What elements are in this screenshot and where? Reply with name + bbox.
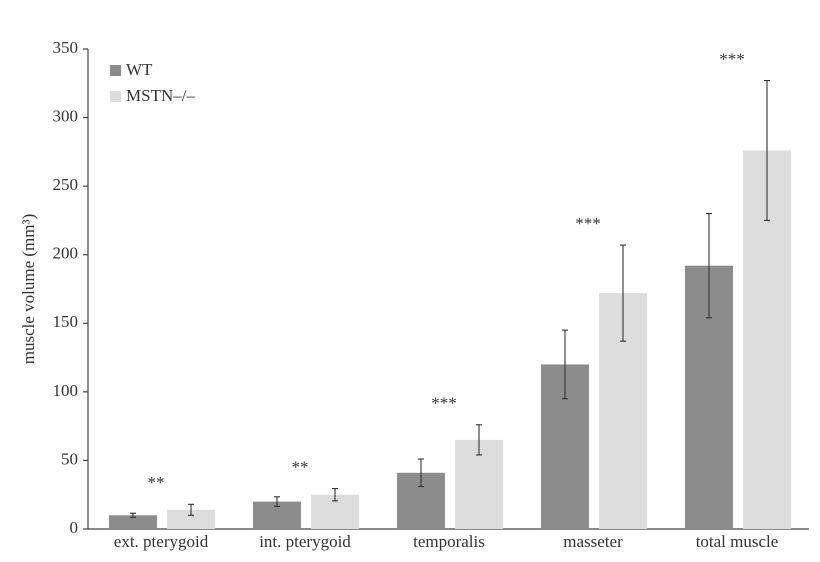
- significance: ***: [719, 49, 745, 68]
- legend-swatch: [110, 91, 121, 102]
- y-tick-label: 200: [53, 244, 79, 263]
- y-tick-label: 0: [70, 518, 79, 537]
- x-tick-label: int. pterygoid: [259, 532, 351, 551]
- significance: **: [148, 473, 165, 492]
- significance: **: [292, 457, 309, 476]
- y-tick-label: 150: [53, 312, 79, 331]
- significance: ***: [575, 214, 601, 233]
- y-tick-label: 300: [53, 106, 79, 125]
- x-tick-label: ext. pterygoid: [114, 532, 209, 551]
- y-tick-label: 250: [53, 175, 79, 194]
- y-tick-label: 100: [53, 381, 79, 400]
- bar: [167, 509, 215, 529]
- legend-label: WT: [126, 60, 153, 79]
- x-tick-label: total muscle: [696, 532, 779, 551]
- bar: [109, 515, 157, 529]
- x-tick-label: temporalis: [413, 532, 485, 551]
- significance: ***: [431, 394, 457, 413]
- legend-label: MSTN–/–: [126, 86, 195, 105]
- y-tick-label: 50: [61, 449, 78, 468]
- legend-swatch: [110, 65, 121, 76]
- y-axis-label: muscle volume (mm³): [19, 214, 38, 365]
- x-tick-label: masseter: [563, 532, 623, 551]
- y-tick-label: 350: [53, 38, 79, 57]
